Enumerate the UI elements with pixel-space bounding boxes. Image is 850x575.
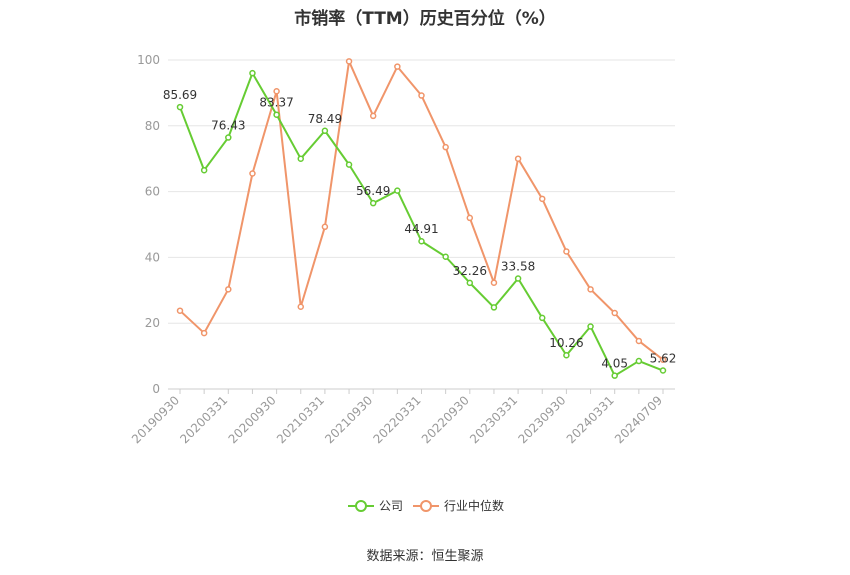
- data-point: [514, 155, 522, 162]
- data-point: [249, 170, 256, 177]
- x-tick-label: 20240331: [564, 393, 617, 446]
- data-point: [200, 166, 208, 174]
- data-point: [563, 248, 570, 255]
- data-point: [442, 143, 449, 151]
- data-point: [394, 63, 401, 70]
- data-point: [249, 69, 256, 77]
- data-point: [611, 309, 618, 317]
- x-tick-label: 20230930: [515, 393, 568, 446]
- data-point: [514, 275, 522, 282]
- x-tick-label: 20210331: [274, 393, 327, 446]
- data-point: [321, 223, 329, 231]
- data-point: [225, 134, 232, 141]
- data-point: [563, 351, 570, 359]
- data-point: [635, 337, 643, 345]
- data-label: 4.05: [601, 357, 628, 371]
- data-label: 78.49: [308, 112, 342, 126]
- legend-industry-marker: [420, 500, 432, 512]
- data-label: 33.58: [501, 260, 535, 274]
- data-point: [587, 323, 594, 330]
- y-tick-label: 0: [152, 382, 160, 396]
- series-line-1: [179, 60, 664, 361]
- data-point: [225, 286, 232, 293]
- data-label: 10.26: [549, 336, 583, 350]
- data-label: 44.91: [404, 222, 438, 236]
- data-point: [345, 161, 353, 168]
- x-tick-label: 20240709: [612, 393, 665, 446]
- data-point: [466, 214, 474, 222]
- data-point: [659, 356, 667, 363]
- data-label: 76.43: [211, 119, 245, 133]
- data-point: [611, 372, 618, 379]
- y-tick-label: 80: [145, 119, 160, 133]
- x-tick-label: 20220331: [371, 393, 424, 446]
- data-point: [345, 58, 353, 65]
- data-point: [490, 304, 498, 311]
- data-point: [466, 279, 474, 287]
- data-point: [418, 92, 425, 99]
- data-point: [539, 314, 546, 322]
- data-point: [659, 367, 667, 374]
- data-point: [587, 286, 594, 293]
- source-text: 数据来源：恒生聚源: [366, 549, 484, 564]
- x-tick-label: 20230331: [467, 393, 520, 446]
- data-point: [369, 112, 377, 120]
- data-point: [490, 279, 498, 286]
- data-point: [394, 187, 401, 194]
- y-tick-label: 40: [145, 250, 160, 264]
- data-point: [539, 195, 546, 203]
- x-tick-label: 20190930: [129, 393, 182, 446]
- chart-title: 市销率（TTM）历史百分位（%）: [294, 9, 556, 29]
- legend-industry-label: 行业中位数: [444, 498, 504, 513]
- data-point: [176, 307, 184, 314]
- data-point: [635, 357, 643, 365]
- data-point: [321, 127, 329, 135]
- data-point: [297, 303, 304, 310]
- data-label: 56.49: [356, 184, 390, 198]
- data-point: [176, 103, 184, 111]
- x-tick-label: 20210930: [322, 393, 375, 446]
- data-point: [442, 253, 449, 260]
- data-label: 32.26: [453, 264, 487, 278]
- data-point: [418, 237, 425, 245]
- data-point: [297, 155, 304, 162]
- x-tick-label: 20200930: [226, 393, 279, 446]
- data-point: [273, 88, 280, 95]
- x-tick-label: 20200331: [177, 393, 230, 446]
- legend-company-label: 公司: [379, 499, 403, 513]
- data-point: [273, 111, 280, 118]
- y-tick-label: 20: [145, 316, 160, 330]
- x-tick-label: 20220930: [419, 393, 472, 446]
- legend-company-marker: [355, 500, 367, 512]
- y-tick-label: 60: [145, 185, 160, 199]
- data-point: [369, 199, 377, 207]
- data-label: 83.37: [259, 96, 293, 110]
- data-point: [200, 329, 208, 337]
- y-tick-label: 100: [137, 53, 160, 67]
- data-label: 85.69: [163, 88, 197, 102]
- data-label: 5.62: [650, 352, 677, 366]
